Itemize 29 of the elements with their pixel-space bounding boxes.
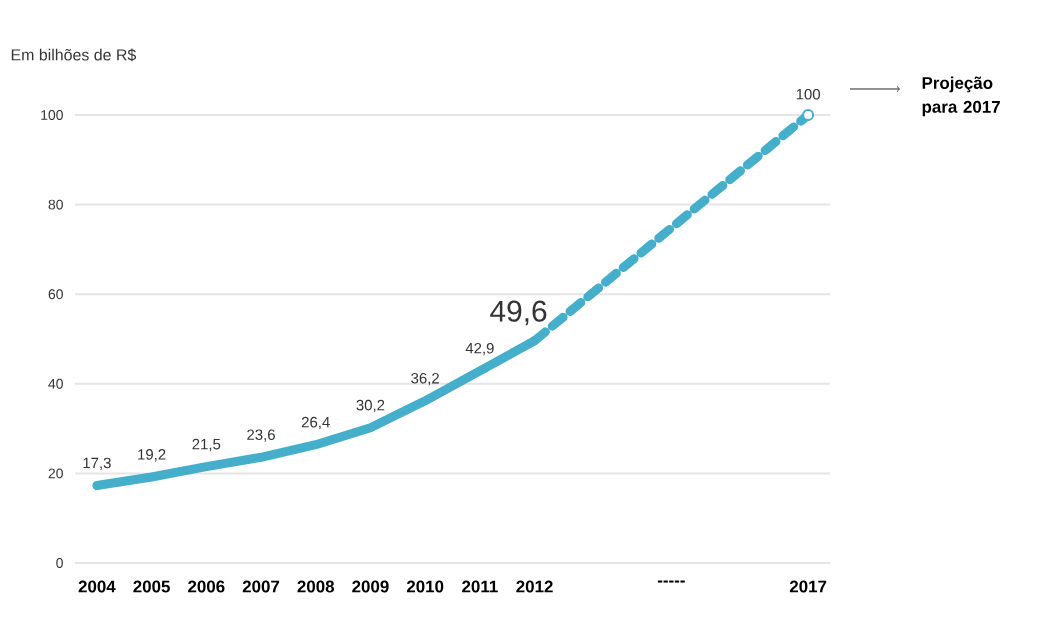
data-label: 21,5 — [192, 438, 221, 452]
data-label: 42,9 — [465, 342, 494, 356]
y-tick-label: 60 — [48, 289, 63, 300]
x-tick-label: 2008 — [297, 580, 335, 593]
data-label: 49,6 — [490, 300, 547, 326]
y-tick-label: 20 — [48, 468, 63, 479]
x-tick-label: 2017 — [789, 580, 827, 593]
data-label: 23,6 — [247, 429, 275, 442]
text: Projeção para 2017 — [922, 76, 1000, 117]
data-label: 17,3 — [83, 457, 111, 470]
x-tick-label: 2006 — [188, 580, 225, 593]
y-tick-label: 80 — [48, 199, 63, 210]
x-tick-label: 2005 — [133, 580, 170, 593]
y-tick-label: 0 — [56, 558, 63, 568]
data-label: 19,2 — [138, 449, 166, 462]
x-tick-label: ----- — [657, 580, 685, 583]
x-tick-label: 2007 — [242, 580, 280, 593]
y-axis-title: Em bilhões de R$ — [11, 48, 137, 62]
x-tick-label: 2004 — [78, 580, 116, 593]
x-tick-label: 2012 — [516, 580, 553, 593]
x-tick-label: 2010 — [406, 580, 444, 593]
y-tick-label: 100 — [41, 110, 63, 120]
y-tick-label: 40 — [48, 378, 63, 389]
data-label: 36,2 — [411, 372, 439, 386]
data-label: 100 — [796, 88, 820, 100]
data-label: 26,4 — [301, 416, 330, 430]
data-label: 30,2 — [356, 399, 385, 413]
x-tick-label: 2009 — [352, 580, 389, 593]
x-tick-label: 2011 — [462, 580, 498, 593]
